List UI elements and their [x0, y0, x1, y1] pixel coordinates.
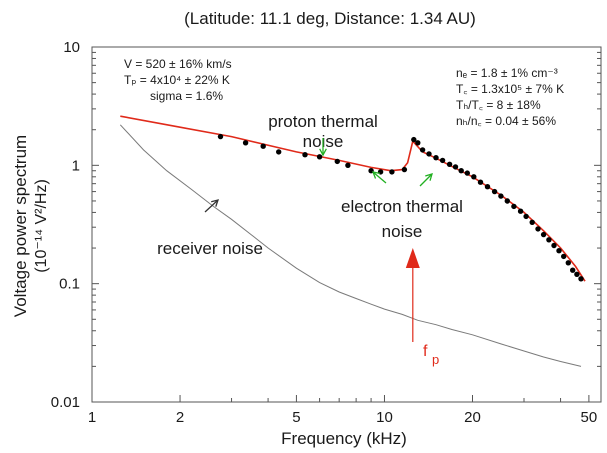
receiver-arrow — [204, 199, 219, 213]
data-point — [452, 164, 459, 170]
data-point — [419, 147, 426, 153]
param-density-ratio: nₕ/n꜀ = 0.04 ± 56% — [456, 114, 556, 128]
data-point — [316, 154, 323, 160]
data-point — [561, 253, 567, 260]
data-point — [491, 188, 498, 195]
receiver-noise-label: receiver noise — [157, 239, 263, 258]
proton-label-line1: proton thermal — [268, 112, 378, 131]
fp-label-p: p — [432, 352, 439, 367]
data-point — [401, 166, 408, 173]
proton-arrow-head — [319, 148, 327, 157]
data-point — [464, 170, 470, 176]
data-point — [517, 208, 524, 214]
y-tick-label: 0.01 — [51, 394, 80, 411]
data-point — [260, 143, 266, 149]
x-tick-label: 20 — [464, 409, 481, 426]
x-tick-label: 10 — [376, 409, 393, 426]
electron-arrow-left-head — [371, 171, 380, 179]
param-velocity: V = 520 ± 16% km/s — [124, 57, 232, 71]
data-point — [570, 267, 576, 273]
param-sigma: sigma = 1.6% — [150, 89, 223, 103]
data-point — [334, 158, 340, 165]
electron-label-line2: noise — [382, 222, 423, 241]
param-density: nₑ = 1.8 ± 1% cm⁻³ — [456, 66, 558, 80]
plot-frame — [91, 46, 602, 403]
data-point — [529, 219, 535, 225]
data-point — [477, 179, 484, 185]
data-point — [540, 231, 547, 238]
data-point — [302, 152, 308, 158]
data-point — [535, 226, 541, 232]
fp-label-f: f — [423, 343, 428, 360]
receiver-arrow-head — [211, 199, 219, 207]
data-point — [415, 140, 421, 146]
data-point — [523, 213, 529, 220]
data-point — [565, 260, 571, 266]
data-point — [578, 276, 584, 282]
y-axis: 0.01 0.1 1 10 — [51, 39, 601, 411]
data-point — [471, 174, 477, 180]
data-point — [458, 168, 464, 174]
electron-arrow-left — [372, 171, 387, 184]
y-axis-label-line2: (10⁻¹⁴ V²/Hz) — [33, 179, 50, 273]
data-point — [556, 248, 562, 254]
data-point — [546, 237, 552, 243]
x-axis-label: Frequency (kHz) — [281, 429, 407, 448]
data-point — [551, 242, 557, 249]
param-core-temp: T꜀ = 1.3x10⁵ ± 7% K — [456, 82, 564, 96]
electron-label-line1: electron thermal — [341, 197, 463, 216]
data-point — [433, 155, 439, 161]
y-tick-label: 0.1 — [59, 276, 80, 293]
data-point — [345, 162, 351, 168]
parameters-right: nₑ = 1.8 ± 1% cm⁻³ T꜀ = 1.3x10⁵ ± 7% K T… — [456, 66, 564, 128]
data-point — [276, 149, 282, 155]
annotation-texts: proton thermal noise electron thermal no… — [157, 112, 463, 258]
receiver-noise-line — [119, 124, 582, 367]
data-point — [426, 151, 432, 157]
x-tick-label: 1 — [88, 409, 96, 426]
data-point — [511, 203, 517, 210]
x-tick-label: 2 — [176, 409, 184, 426]
data-point — [242, 140, 249, 146]
fp-arrow-head — [405, 248, 420, 268]
x-tick-label: 50 — [581, 409, 598, 426]
x-axis: 1 2 5 10 20 50 — [88, 395, 597, 426]
measured-points — [217, 133, 584, 282]
plot-area: 1 2 5 10 20 50 0.01 0.1 1 10 — [51, 39, 602, 426]
data-point — [217, 133, 224, 140]
x-tick-label: 5 — [292, 409, 300, 426]
data-point — [498, 193, 504, 199]
y-tick-label: 10 — [63, 39, 80, 56]
data-point — [504, 198, 510, 204]
y-tick-label: 1 — [72, 157, 80, 174]
fp-marker: f p — [423, 343, 439, 367]
data-point — [446, 161, 453, 167]
param-temp-ratio: Tₕ/T꜀ = 8 ± 18% — [456, 98, 541, 112]
data-point — [411, 136, 417, 143]
y-axis-label-line1: Voltage power spectrum — [11, 135, 30, 317]
electron-arrow-right — [419, 173, 433, 187]
data-point — [484, 184, 491, 190]
param-proton-temp: Tₚ = 4x10⁴ ± 22% K — [124, 73, 230, 87]
data-point — [439, 157, 446, 164]
parameters-left: V = 520 ± 16% km/s Tₚ = 4x10⁴ ± 22% K si… — [124, 57, 232, 103]
chart-title: (Latitude: 11.1 deg, Distance: 1.34 AU) — [184, 9, 476, 28]
electron-arrow-right-head — [425, 173, 433, 181]
data-point — [574, 271, 580, 277]
data-point — [389, 169, 395, 175]
